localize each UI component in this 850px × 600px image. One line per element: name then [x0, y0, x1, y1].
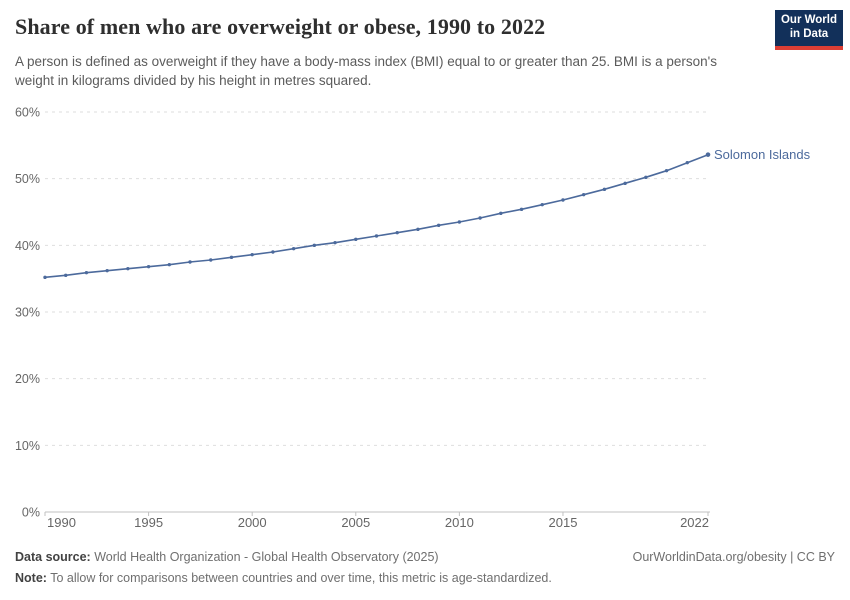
data-point — [209, 258, 213, 262]
y-tick-label: 60% — [15, 106, 40, 120]
data-point — [354, 237, 358, 242]
data-point — [271, 250, 275, 254]
x-tick-label: 1995 — [134, 515, 163, 530]
page-title: Share of men who are overweight or obese… — [15, 14, 546, 39]
y-gridlines — [45, 111, 710, 446]
data-point — [105, 268, 109, 273]
data-source-text: Data source: World Health Organization -… — [15, 550, 439, 564]
x-tick-label: 2000 — [238, 515, 267, 530]
x-axis-labels: 1990 1995 2000 2005 2010 2015 2022 — [47, 515, 709, 530]
x-tick-label: 2005 — [341, 515, 370, 530]
note-text: Note: To allow for comparisons between c… — [15, 570, 552, 585]
y-tick-label: 50% — [15, 172, 40, 186]
owid-logo-line2: in Data — [789, 28, 829, 40]
y-tick-label: 0% — [22, 506, 40, 520]
x-tick-label: 2015 — [549, 515, 578, 530]
data-point — [602, 187, 607, 192]
data-point — [291, 246, 296, 251]
y-tick-label: 40% — [15, 239, 40, 253]
data-point — [312, 243, 317, 248]
data-point — [540, 202, 544, 207]
data-point — [146, 264, 151, 269]
data-point — [188, 260, 192, 264]
x-tick-label: 2010 — [445, 515, 474, 530]
data-point — [581, 192, 586, 197]
data-point — [84, 270, 89, 275]
data-point — [64, 273, 68, 278]
data-point — [436, 223, 441, 228]
y-tick-label: 10% — [15, 439, 40, 453]
x-tick-label: 1990 — [47, 515, 76, 530]
data-point — [623, 181, 627, 186]
data-series: Solomon Islands — [43, 147, 811, 280]
data-point — [229, 255, 234, 260]
data-point — [561, 198, 565, 202]
data-point — [457, 220, 462, 224]
data-point — [395, 230, 399, 235]
data-point — [333, 240, 337, 245]
owid-logo[interactable]: Our World in Data — [775, 10, 843, 50]
owid-cc-link[interactable]: OurWorldinData.org/obesity | CC BY — [632, 550, 835, 564]
chart-footer: Data source: World Health Organization -… — [15, 547, 835, 588]
owid-logo-line1: Our World — [780, 14, 837, 27]
y-tick-label: 20% — [15, 372, 40, 386]
data-point — [250, 252, 254, 257]
data-point — [43, 275, 47, 280]
data-point — [499, 211, 503, 216]
data-point — [685, 160, 689, 165]
data-point — [644, 175, 648, 180]
data-point — [374, 234, 379, 238]
x-axis — [44, 511, 710, 516]
y-axis-labels: 0% 10% 20% 30% 40% 50% 60% — [15, 106, 40, 520]
data-point — [167, 262, 172, 267]
data-line — [44, 153, 709, 279]
data-point — [126, 266, 130, 271]
data-source-label: Data source: — [15, 550, 91, 564]
x-tick-label: 2022 — [680, 515, 709, 530]
page-subtitle: A person is defined as overweight if the… — [15, 54, 717, 89]
data-point — [478, 216, 482, 220]
data-point — [416, 227, 420, 232]
entity-label: Solomon Islands — [714, 147, 811, 162]
data-point — [664, 168, 669, 173]
y-tick-label: 30% — [15, 306, 40, 320]
data-point — [705, 152, 711, 157]
data-point — [519, 207, 524, 212]
note-label: Note: — [15, 570, 47, 585]
